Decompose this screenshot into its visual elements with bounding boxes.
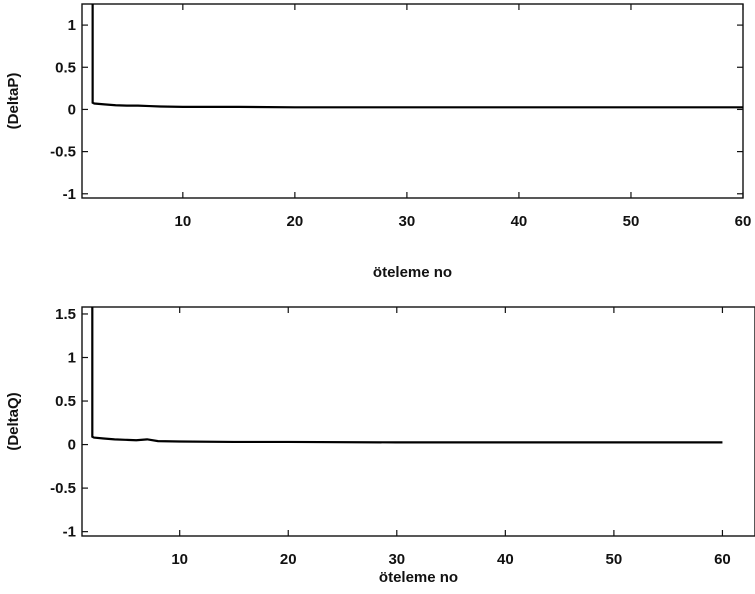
x-tick-label: 50 bbox=[623, 213, 640, 230]
series-line-0 bbox=[91, 307, 723, 444]
y-tick-label: 1 bbox=[68, 17, 76, 34]
x-axis-label: öteleme no bbox=[373, 264, 452, 281]
y-tick-label: 1 bbox=[68, 350, 76, 367]
axes-box bbox=[81, 306, 755, 537]
y-axis-label: (DeltaP) bbox=[5, 73, 22, 130]
series-line-0 bbox=[91, 4, 743, 109]
y-tick-label: 0 bbox=[68, 101, 76, 118]
plot-delta-q: 10 20 30 40 50 60 -1 -0.5 0 0.5 1 1.5 öteleme no (Del… bbox=[5, 306, 755, 586]
y-tick-label: 0.5 bbox=[55, 393, 76, 410]
x-tick-label: 30 bbox=[399, 213, 416, 230]
x-tick-label: 40 bbox=[511, 213, 528, 230]
y-tick-label: -1 bbox=[63, 524, 76, 541]
y-tick-label: 0 bbox=[68, 437, 76, 454]
y-tick-label: -0.5 bbox=[50, 480, 76, 497]
axes-box bbox=[81, 3, 744, 199]
plot-delta-p: 10 20 30 40 50 60 -1 -0.5 0 0.5 1 öteleme no (DeltaP… bbox=[5, 3, 752, 281]
y-tick-label: -1 bbox=[63, 186, 76, 203]
y-tick-label: -0.5 bbox=[50, 144, 76, 161]
x-tick-label: 20 bbox=[287, 213, 304, 230]
x-tick-label: 10 bbox=[171, 551, 188, 568]
x-tick-label: 60 bbox=[714, 551, 731, 568]
x-axis-label: öteleme no bbox=[379, 569, 458, 586]
x-tick-label: 60 bbox=[735, 213, 752, 230]
y-axis-label: (DeltaQ) bbox=[5, 392, 22, 450]
y-tick-label: 1.5 bbox=[55, 306, 76, 323]
x-tick-label: 50 bbox=[606, 551, 623, 568]
x-tick-label: 10 bbox=[174, 213, 191, 230]
x-tick-label: 20 bbox=[280, 551, 297, 568]
y-tick-label: 0.5 bbox=[55, 59, 76, 76]
x-tick-label: 30 bbox=[388, 551, 405, 568]
x-tick-label: 40 bbox=[497, 551, 514, 568]
